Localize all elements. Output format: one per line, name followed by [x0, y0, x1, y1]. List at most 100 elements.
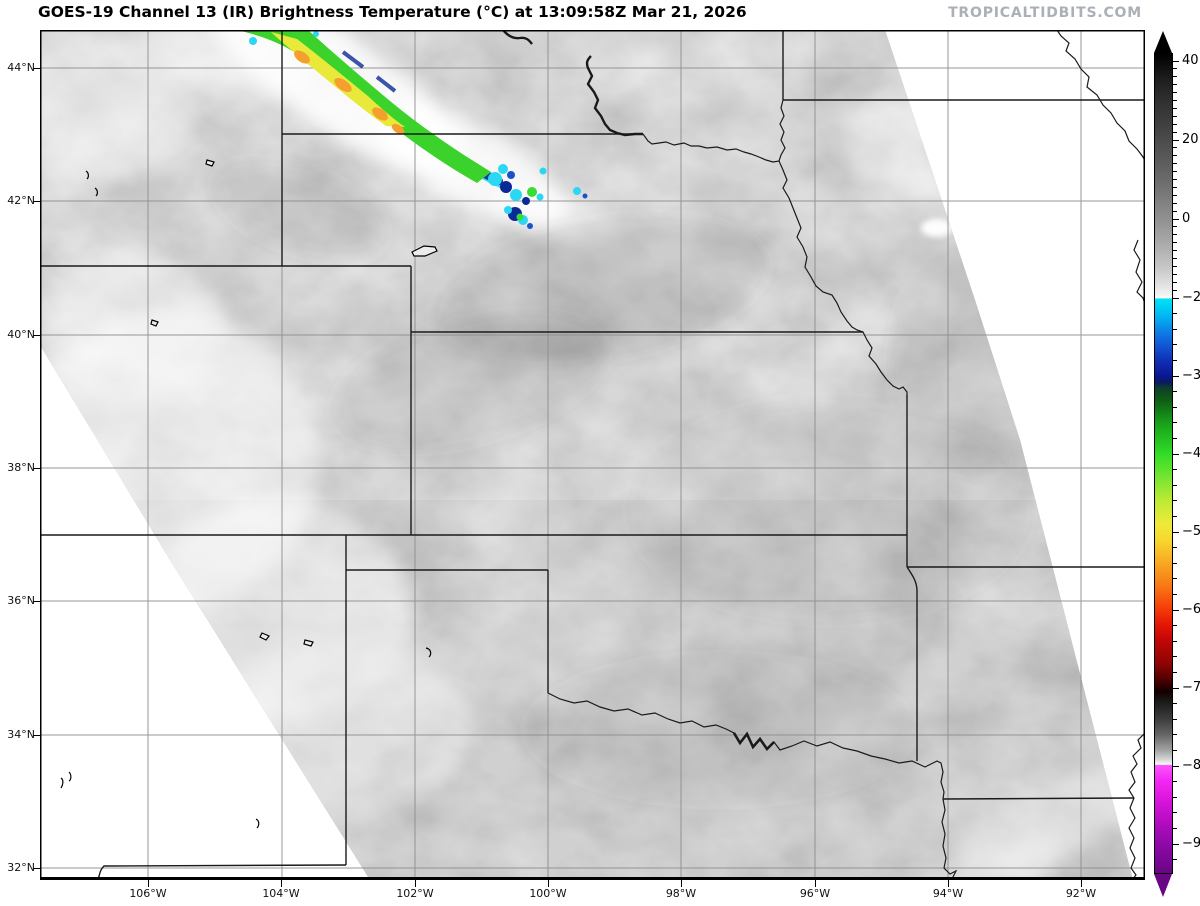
colorbar-minor-tick [1173, 266, 1177, 267]
colorbar-minor-tick [1173, 407, 1177, 408]
colorbar-minor-tick [1173, 859, 1177, 860]
colorbar-minor-tick [1173, 485, 1177, 486]
lon-tick-label: 100°W [523, 887, 573, 901]
colorbar-minor-tick [1173, 195, 1177, 196]
colorbar-minor-tick [1173, 242, 1177, 243]
colorbar-minor-tick [1173, 360, 1177, 361]
colorbar-tick-label: −80 [1182, 758, 1200, 774]
colorbar-minor-tick [1173, 258, 1177, 259]
colorbar-minor-tick [1173, 516, 1177, 517]
lat-tick-label: 44°N [0, 61, 35, 75]
lat-tick-label: 32°N [0, 861, 35, 875]
lat-tick-label: 34°N [0, 728, 35, 742]
lon-tick-mark [1081, 880, 1082, 887]
colorbar-minor-tick [1173, 750, 1177, 751]
colorbar-minor-tick [1173, 547, 1177, 548]
colorbar-tick-label: −70 [1182, 680, 1200, 696]
colorbar-minor-tick [1173, 438, 1177, 439]
colorbar-arrow-up-icon [1154, 31, 1172, 53]
lat-tick-mark [33, 601, 40, 602]
lon-tick-label: 98°W [656, 887, 706, 901]
colorbar-gradient [1154, 53, 1173, 874]
lon-tick-mark [548, 880, 549, 887]
site-watermark: TROPICALTIDBITS.COM [948, 5, 1142, 21]
colorbar-minor-tick [1173, 203, 1177, 204]
satellite-map-image[interactable] [40, 30, 1145, 880]
lon-tick-label: 94°W [923, 887, 973, 901]
colorbar-minor-tick [1173, 163, 1177, 164]
lat-tick-mark [33, 868, 40, 869]
colorbar-minor-tick [1173, 578, 1177, 579]
colorbar-minor-tick [1173, 282, 1177, 283]
lat-tick-mark [33, 68, 40, 69]
colorbar-minor-tick [1173, 147, 1177, 148]
colorbar-minor-tick [1173, 226, 1177, 227]
colorbar-minor-tick [1173, 625, 1177, 626]
colorbar-major-tick [1173, 532, 1179, 533]
colorbar-tick-label: 0 [1182, 211, 1190, 227]
colorbar-minor-tick [1173, 116, 1177, 117]
colorbar-tick-label: 40 [1182, 53, 1199, 69]
colorbar-minor-tick [1173, 92, 1177, 93]
lon-tick-mark [281, 880, 282, 887]
colorbar-major-tick [1173, 140, 1179, 141]
colorbar-minor-tick [1173, 250, 1177, 251]
colorbar-minor-tick [1173, 171, 1177, 172]
colorbar-minor-tick [1173, 179, 1177, 180]
lat-tick-label: 40°N [0, 328, 35, 342]
colorbar-minor-tick [1173, 672, 1177, 673]
colorbar-minor-tick [1173, 108, 1177, 109]
lon-tick-label: 106°W [123, 887, 173, 901]
colorbar-minor-tick [1173, 155, 1177, 156]
colorbar-minor-tick [1173, 734, 1177, 735]
colorbar-major-tick [1173, 219, 1179, 220]
colorbar-major-tick [1173, 454, 1179, 455]
colorbar-major-tick [1173, 688, 1179, 689]
colorbar-minor-tick [1173, 594, 1177, 595]
colorbar-minor-tick [1173, 563, 1177, 564]
colorbar-major-tick [1173, 376, 1179, 377]
colorbar-minor-tick [1173, 422, 1177, 423]
colorbar-minor-tick [1173, 274, 1177, 275]
lat-tick-mark [33, 735, 40, 736]
colorbar-minor-tick [1173, 391, 1177, 392]
colorbar-minor-tick [1173, 344, 1177, 345]
goes-satellite-page: GOES-19 Channel 13 (IR) Brightness Tempe… [0, 0, 1200, 906]
lon-tick-label: 104°W [256, 887, 306, 901]
lon-tick-mark [148, 880, 149, 887]
colorbar-minor-tick [1173, 187, 1177, 188]
colorbar-minor-tick [1173, 641, 1177, 642]
colorbar-tick-label: −60 [1182, 602, 1200, 618]
colorbar-tick-label: −30 [1182, 368, 1200, 384]
lat-tick-label: 38°N [0, 461, 35, 475]
lon-tick-label: 96°W [790, 887, 840, 901]
colorbar-minor-tick [1173, 656, 1177, 657]
lon-tick-mark [415, 880, 416, 887]
colorbar-minor-tick [1173, 211, 1177, 212]
lat-tick-label: 42°N [0, 194, 35, 208]
colorbar-minor-tick [1173, 828, 1177, 829]
lon-tick-label: 92°W [1056, 887, 1106, 901]
page-title: GOES-19 Channel 13 (IR) Brightness Tempe… [38, 3, 747, 21]
colorbar-tick-label: −40 [1182, 446, 1200, 462]
colorbar-minor-tick [1173, 797, 1177, 798]
colorbar-minor-tick [1173, 469, 1177, 470]
colorbar-minor-tick [1173, 132, 1177, 133]
colorbar-major-tick [1173, 844, 1179, 845]
colorbar-minor-tick [1173, 290, 1177, 291]
lat-tick-mark [33, 335, 40, 336]
colorbar-minor-tick [1173, 719, 1177, 720]
colorbar-minor-tick [1173, 500, 1177, 501]
lat-tick-label: 36°N [0, 594, 35, 608]
colorbar-tick-label: −90 [1182, 836, 1200, 852]
colorbar-tick-label: −50 [1182, 524, 1200, 540]
colorbar-minor-tick [1173, 84, 1177, 85]
colorbar-minor-tick [1173, 68, 1177, 69]
colorbar-minor-tick [1173, 100, 1177, 101]
colorbar-major-tick [1173, 298, 1179, 299]
lon-tick-mark [681, 880, 682, 887]
lon-tick-mark [948, 880, 949, 887]
colorbar-minor-tick [1173, 812, 1177, 813]
colorbar-minor-tick [1173, 234, 1177, 235]
lon-tick-mark [815, 880, 816, 887]
